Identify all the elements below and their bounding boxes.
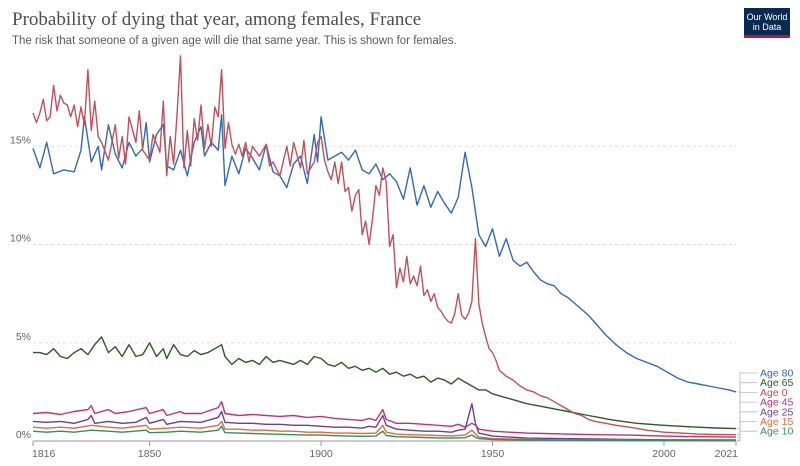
series-lines [32, 55, 737, 442]
owid-logo[interactable]: Our World in Data [744, 8, 790, 38]
series-line-age-15[interactable] [32, 420, 737, 442]
legend-label-age-15[interactable]: Age 15 [760, 416, 793, 428]
logo-line-2: in Data [752, 22, 782, 32]
x-tick-label: 1850 [138, 448, 162, 460]
legend-connector [737, 430, 757, 442]
y-tick-label: 15% [10, 134, 31, 146]
y-tick-label: 10% [10, 233, 31, 245]
series-line-age-45[interactable] [32, 401, 737, 438]
series-line-age-65[interactable] [33, 336, 737, 430]
x-axis: 1816 1850 1900 1950 2000 2021 [32, 441, 738, 460]
chart-subtitle: The risk that someone of a given age wil… [12, 35, 457, 47]
x-tick-label: 2000 [652, 448, 676, 460]
chart-title: Probability of dying that year, among fe… [12, 9, 422, 30]
series-line-age-25[interactable] [32, 403, 737, 441]
legend-label-age-80[interactable]: Age 80 [760, 368, 793, 380]
y-axis: 0% 5% 10% 15% [10, 134, 31, 441]
x-tick-label: 1900 [309, 448, 333, 460]
x-tick-label: 1816 [32, 448, 56, 460]
x-tick-label: 2021 [715, 448, 739, 460]
legend-label-age-65[interactable]: Age 65 [760, 377, 793, 389]
series-line-age-80[interactable] [32, 114, 737, 393]
legend-label-age-0[interactable]: Age 0 [760, 387, 788, 399]
legend-label-age-25[interactable]: Age 25 [760, 406, 793, 418]
logo-line-1: Our World [746, 12, 788, 22]
x-tick-label: 1950 [481, 448, 505, 460]
legend-label-age-10[interactable]: Age 10 [760, 426, 793, 438]
series-line-age-10[interactable] [32, 425, 737, 442]
legend-label-age-45[interactable]: Age 45 [760, 397, 793, 409]
grid-lines [33, 145, 736, 442]
y-tick-label: 5% [16, 331, 31, 343]
y-tick-label: 0% [16, 429, 31, 441]
series-line-age-0[interactable] [32, 55, 737, 436]
